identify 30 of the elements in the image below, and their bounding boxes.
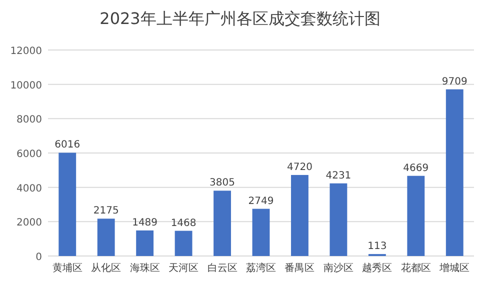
x-tick-label: 从化区 <box>91 262 122 274</box>
data-label: 4669 <box>403 162 429 174</box>
x-tick-label: 天河区 <box>168 262 199 274</box>
data-label: 9709 <box>442 76 468 88</box>
data-label: 1468 <box>170 218 196 229</box>
y-tick-label: 0 <box>36 252 42 263</box>
x-tick-label: 花都区 <box>400 262 431 274</box>
x-tick-label: 白云区 <box>207 262 238 274</box>
x-tick-label: 南沙区 <box>323 262 354 274</box>
data-label: 6016 <box>54 140 80 151</box>
x-tick-label: 番禺区 <box>284 262 315 274</box>
x-tick-label: 荔湾区 <box>246 262 276 274</box>
data-label: 1489 <box>132 217 158 228</box>
title: 2023年上半年广州各区成交套数统计图 <box>100 9 380 28</box>
data-label: 113 <box>368 241 387 252</box>
x-tick-label: 越秀区 <box>362 262 392 274</box>
y-tick-label: 2000 <box>16 218 42 229</box>
data-label: 4231 <box>326 170 352 182</box>
x-tick-label: 海珠区 <box>130 262 160 274</box>
y-tick-label: 4000 <box>16 183 42 194</box>
y-tick-label: 10000 <box>10 80 42 92</box>
data-label: 2749 <box>248 196 274 207</box>
x-tick-label: 增城区 <box>438 262 470 274</box>
data-label: 4720 <box>287 162 312 173</box>
data-label: 2175 <box>93 206 119 217</box>
y-tick-label: 6000 <box>16 149 42 160</box>
data-label: 3805 <box>210 178 235 189</box>
x-tick-label: 黄埔区 <box>52 262 82 274</box>
y-tick-label: 8000 <box>16 114 42 126</box>
y-tick-label: 12000 <box>10 46 42 57</box>
